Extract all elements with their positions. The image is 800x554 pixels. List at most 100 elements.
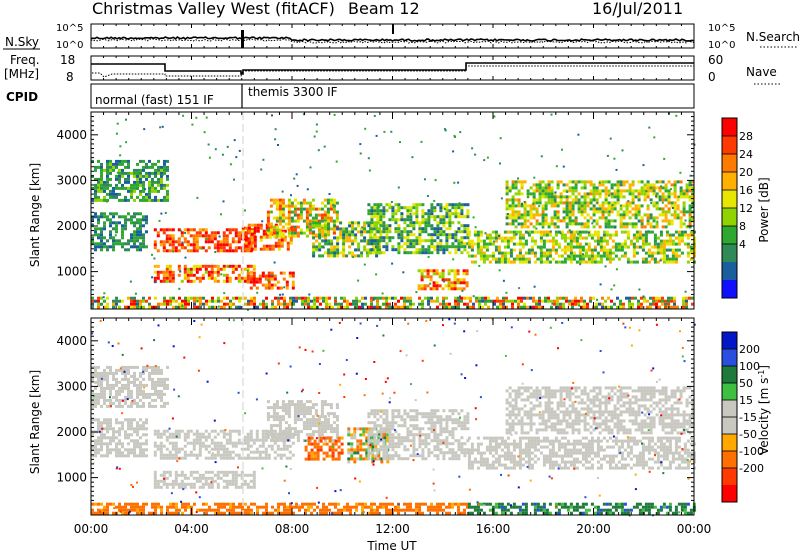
heat-noise <box>281 190 284 193</box>
heat-cell <box>115 404 118 408</box>
heat-cell <box>139 383 142 387</box>
heat-cell <box>427 245 431 249</box>
heat-cell <box>460 212 464 216</box>
heat-cell <box>673 305 676 309</box>
heat-cell <box>626 233 630 237</box>
heat-cell <box>575 245 579 249</box>
heat-cell <box>571 213 575 217</box>
heat-cell <box>361 305 364 309</box>
heat-cell <box>171 234 175 238</box>
heat-cell <box>619 302 622 306</box>
heat-cell <box>277 238 281 242</box>
heat-cell <box>679 192 683 196</box>
heat-cell <box>580 299 583 303</box>
heat-cell <box>321 224 325 228</box>
heat-cell <box>142 433 145 437</box>
heat-cell <box>148 174 151 178</box>
heat-cell <box>302 231 306 235</box>
heat-cell <box>397 424 401 428</box>
heat-cell <box>109 245 112 249</box>
heat-cell <box>562 219 566 223</box>
heat-cell <box>385 409 389 413</box>
heat-cell <box>249 456 253 460</box>
heat-cell <box>100 227 103 231</box>
heat-noise <box>159 126 162 129</box>
heat-cell <box>631 222 635 226</box>
heat-cell <box>222 435 226 439</box>
heat-cell <box>595 222 599 226</box>
heat-cell <box>538 180 542 184</box>
heat-cell <box>478 305 481 309</box>
heat-noise <box>378 205 381 208</box>
heat-cell <box>139 177 142 181</box>
heat-cell <box>602 233 606 237</box>
heat-cell <box>658 207 662 211</box>
heat-cell <box>115 380 118 384</box>
heat-cell <box>136 177 139 181</box>
heat-cell <box>350 451 354 455</box>
heat-cell <box>575 236 579 240</box>
heat-cell <box>335 213 339 217</box>
heat-cell <box>571 201 575 205</box>
heat-cell <box>391 457 395 461</box>
heat-cell <box>91 374 94 378</box>
heat-cell <box>276 286 280 290</box>
heat-noise <box>359 143 362 146</box>
heat-cell <box>497 245 501 249</box>
heat-noise <box>613 157 616 160</box>
heat-cell <box>479 233 483 237</box>
heat-cell <box>529 210 533 214</box>
heat-cell <box>691 204 695 208</box>
heat-cell <box>100 448 103 452</box>
heat-cell <box>544 207 548 211</box>
heat-cell <box>430 242 434 246</box>
heat-cell <box>261 271 265 275</box>
heat-cell <box>457 203 461 207</box>
heat-cell <box>652 225 656 229</box>
heat-cell <box>130 433 133 437</box>
heat-cell <box>308 433 312 437</box>
heat-cell <box>112 227 115 231</box>
heat-cell <box>118 433 121 437</box>
heat-cell <box>511 302 514 306</box>
heat-cell <box>204 234 208 238</box>
heat-cell <box>503 257 507 261</box>
heat-cell <box>106 442 109 446</box>
heat-cell <box>644 233 648 237</box>
heat-cell <box>272 406 276 410</box>
heat-cell <box>580 180 584 184</box>
heat-cell <box>427 299 430 303</box>
heat-cell <box>448 212 452 216</box>
heat-cell <box>610 207 614 211</box>
heat-cell <box>115 421 118 425</box>
heat-cell <box>171 432 175 436</box>
heat-cell <box>157 371 160 375</box>
heat-cell <box>322 436 326 440</box>
heat-cell <box>376 457 380 461</box>
heat-cell <box>249 249 253 253</box>
heat-cell <box>488 239 492 243</box>
heat-cell <box>400 233 404 237</box>
heat-cell <box>112 448 115 452</box>
heat-cell <box>94 398 97 402</box>
heat-cell <box>535 302 538 306</box>
heat-cell <box>688 195 692 199</box>
heat-cell <box>244 296 247 300</box>
heat-cell <box>605 230 609 234</box>
heat-cell <box>635 236 639 240</box>
heat-cell <box>556 299 559 303</box>
heat-cell <box>324 230 328 234</box>
heat-cell <box>505 198 509 202</box>
heat-cell <box>121 224 124 228</box>
heat-cell <box>649 222 653 226</box>
heat-cell <box>142 404 145 408</box>
heat-cell <box>580 207 584 211</box>
heat-cell <box>418 296 421 300</box>
heat-cell <box>127 424 130 428</box>
heat-cell <box>569 257 573 261</box>
heat-cell <box>646 180 650 184</box>
heat-noise <box>660 185 663 188</box>
heat-cell <box>460 206 464 210</box>
heat-cell <box>121 183 124 187</box>
